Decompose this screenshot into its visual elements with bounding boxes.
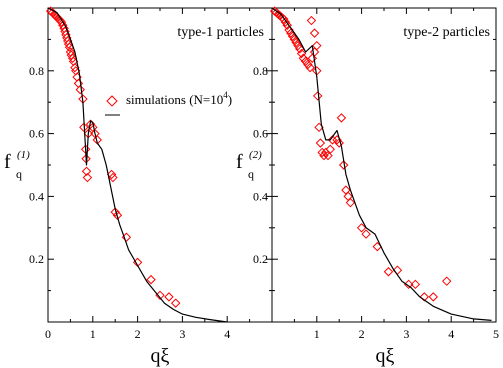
x-tick-label: 2 — [135, 327, 141, 341]
marks-1 — [45, 6, 228, 323]
mct-curve — [47, 7, 228, 323]
simulation-point — [410, 279, 421, 290]
y-axis-label-1: f (1) q — [4, 149, 30, 181]
simulation-point — [112, 210, 123, 220]
x-tick-label: 5 — [493, 327, 499, 341]
legend-label-simulations: simulations (N=104) — [126, 90, 232, 107]
y-tick-label: 0.2 — [253, 252, 268, 266]
simulation-point — [296, 48, 307, 59]
simulation-point — [303, 59, 313, 70]
legend-label-simulations-end: ) — [228, 92, 232, 107]
simulation-point — [312, 91, 323, 101]
simulation-point — [317, 147, 327, 158]
x-tick-label: 2 — [359, 327, 365, 341]
ticks-2: 1 2 3 4 5 0.2 0.4 0.6 0.8 — [253, 7, 499, 341]
simulation-point — [419, 292, 430, 302]
x-axis-label-2: qξ — [376, 345, 395, 367]
y-axis-label-sub-1: q — [16, 167, 22, 181]
simulation-point — [356, 223, 367, 233]
simulation-point — [361, 229, 371, 239]
ticks-1: 0 1 2 3 4 0.2 0.4 0.6 0.8 — [29, 7, 273, 341]
simulation-point — [280, 17, 291, 27]
simulation-point — [442, 276, 452, 286]
simulation-point — [289, 34, 300, 45]
simulation-point — [282, 20, 292, 30]
simulation-point — [291, 37, 301, 48]
simulation-point — [338, 160, 349, 170]
panel-type-1: 0 1 2 3 4 0.2 0.4 0.6 0.8 type-1 particles qξ f … — [4, 6, 273, 367]
panel-title-1: type-1 particles — [177, 25, 264, 40]
x-tick-label: 4 — [448, 327, 454, 341]
plot-frame-2 — [271, 7, 497, 323]
simulation-point — [164, 292, 174, 302]
x-tick-label: 0 — [45, 327, 51, 341]
y-axis-label-main-1: f — [4, 151, 11, 173]
simulation-point — [383, 267, 394, 277]
legend-label-simulations-text: simulations (N=10 — [126, 92, 223, 107]
simulation-point — [428, 292, 438, 302]
simulation-point — [315, 138, 326, 148]
simulation-point — [293, 40, 303, 51]
legend-label-simulations-sup: 4 — [223, 90, 228, 100]
simulation-point — [75, 84, 85, 95]
y-axis-label-sup-2: (2) — [249, 149, 262, 161]
marks-2 — [269, 6, 492, 321]
simulation-point — [403, 279, 414, 290]
simulation-point — [300, 56, 311, 67]
simulation-point — [82, 172, 93, 183]
y-tick-label: 0.8 — [29, 64, 44, 78]
legend-diamond-marker — [106, 95, 118, 107]
simulation-point — [81, 166, 92, 176]
x-axis-label-1: qξ — [151, 345, 170, 367]
legend-entry-simulations: simulations (N=104) — [106, 90, 232, 107]
simulation-point — [56, 17, 67, 27]
simulation-point — [108, 172, 118, 183]
simulation-point — [323, 150, 333, 161]
simulation-point — [146, 274, 156, 285]
mct-curve — [271, 7, 492, 321]
y-axis-label-sup-1: (1) — [17, 149, 30, 161]
simulation-point — [336, 113, 347, 123]
simulation-point — [278, 14, 289, 24]
simulation-point — [106, 169, 117, 180]
simulation-point — [319, 150, 329, 161]
x-tick-label: 1 — [314, 327, 320, 341]
panel-title-2: type-2 particles — [403, 25, 490, 40]
simulation-point — [298, 53, 309, 63]
simulation-point — [170, 298, 181, 308]
x-tick-label: 4 — [224, 327, 230, 341]
y-axis-label-main-2: f — [236, 151, 243, 173]
y-tick-label: 0.4 — [253, 189, 268, 203]
simulation-point — [309, 28, 320, 38]
simulation-point — [309, 47, 320, 57]
y-tick-label: 0.8 — [253, 64, 268, 78]
simulation-point — [295, 44, 305, 54]
simulation-point — [110, 207, 120, 217]
x-tick-label: 3 — [403, 327, 409, 341]
x-tick-label: 1 — [90, 327, 96, 341]
simulation-point — [327, 135, 338, 145]
y-tick-label: 0.6 — [253, 127, 268, 141]
y-tick-label: 0.4 — [29, 189, 44, 203]
simulation-point — [306, 15, 317, 26]
simulation-point — [307, 53, 318, 63]
simulation-point — [334, 138, 344, 148]
simulation-point — [325, 144, 335, 155]
y-axis-label-sub-2: q — [248, 167, 254, 181]
simulation-point — [79, 122, 89, 133]
y-axis-label-2: f (2) q — [236, 149, 262, 181]
legend: simulations (N=104) — [105, 90, 232, 116]
y-tick-label: 0.6 — [29, 127, 44, 141]
y-tick-label: 0.2 — [29, 252, 44, 266]
x-tick-label: 3 — [179, 327, 185, 341]
simulation-point — [305, 62, 315, 73]
panel-type-2: 1 2 3 4 5 0.2 0.4 0.6 0.8 type-2 particles qξ f … — [236, 6, 499, 367]
simulation-point — [312, 40, 322, 51]
simulation-point — [345, 197, 356, 208]
